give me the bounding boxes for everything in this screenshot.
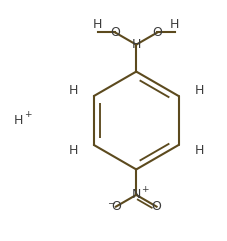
Text: O: O (110, 26, 119, 39)
Text: O: O (152, 26, 162, 39)
Text: O: O (111, 200, 120, 213)
Text: H: H (194, 144, 203, 157)
Text: −: − (107, 198, 114, 207)
Text: H: H (68, 144, 78, 157)
Text: H: H (93, 18, 102, 31)
Text: N: N (131, 188, 140, 201)
Text: +: + (141, 186, 148, 194)
Text: +: + (24, 110, 31, 120)
Text: H: H (68, 84, 78, 97)
Text: H: H (169, 18, 178, 31)
Text: H: H (194, 84, 203, 97)
Text: O: O (151, 200, 161, 213)
Text: H: H (131, 38, 140, 51)
Text: H: H (14, 114, 23, 127)
